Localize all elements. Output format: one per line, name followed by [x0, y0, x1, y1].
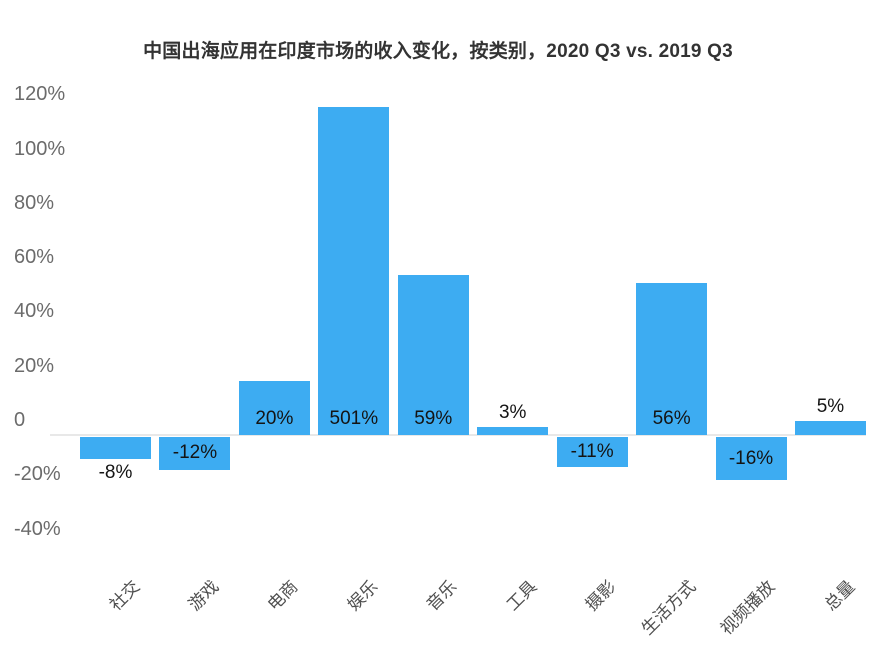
x-axis-label: 视频播放 [716, 577, 779, 639]
bar-value-label: 501% [329, 408, 379, 429]
y-axis-tick: 20% [14, 354, 55, 377]
x-axis-label: 摄影 [582, 577, 620, 615]
x-axis-label: 电商 [264, 577, 302, 615]
bar-value-label: 56% [652, 408, 691, 429]
x-axis-label: 游戏 [184, 577, 223, 615]
bar-摄影 [556, 437, 628, 467]
bar-总量 [795, 421, 866, 435]
bar-value-label: 3% [498, 401, 527, 423]
bar-娱乐 [318, 107, 390, 435]
y-axis-tick: -40% [14, 517, 61, 540]
bar-生活方式 [636, 283, 708, 435]
y-axis-tick: 120% [14, 83, 66, 106]
chart-title: 中国出海应用在印度市场的收入变化，按类别，2020 Q3 vs. 2019 Q3 [143, 41, 733, 62]
bar-value-label: -12% [172, 442, 218, 464]
x-axis-label: 音乐 [423, 577, 461, 615]
y-axis-tick: -20% [14, 463, 61, 486]
y-axis-tick: 0 [14, 409, 26, 431]
y-axis-tick: 80% [14, 191, 55, 214]
bar-音乐 [397, 274, 469, 435]
bar-value-label: 5% [816, 396, 845, 418]
y-axis-tick: 40% [14, 300, 55, 323]
bar-value-label: -11% [570, 440, 614, 462]
x-axis-label: 工具 [502, 577, 541, 615]
bar-value-label: -16% [728, 447, 774, 469]
bar-value-label: -8% [98, 461, 133, 483]
x-axis-label: 生活方式 [637, 577, 700, 639]
bar-视频播放 [715, 437, 787, 481]
bar-工具 [477, 426, 549, 435]
y-axis-tick: 60% [14, 246, 55, 269]
bar-电商 [238, 380, 310, 435]
x-axis-label: 总量 [820, 577, 858, 615]
bar-value-label: 59% [414, 408, 453, 429]
y-axis-tick: 100% [14, 137, 66, 160]
bar-社交 [80, 437, 151, 459]
x-axis-label: 娱乐 [343, 577, 382, 615]
bar-value-label: 20% [255, 408, 294, 429]
bar-游戏 [159, 437, 231, 470]
zero-axis-line [50, 434, 866, 436]
x-axis-label: 社交 [105, 577, 143, 615]
